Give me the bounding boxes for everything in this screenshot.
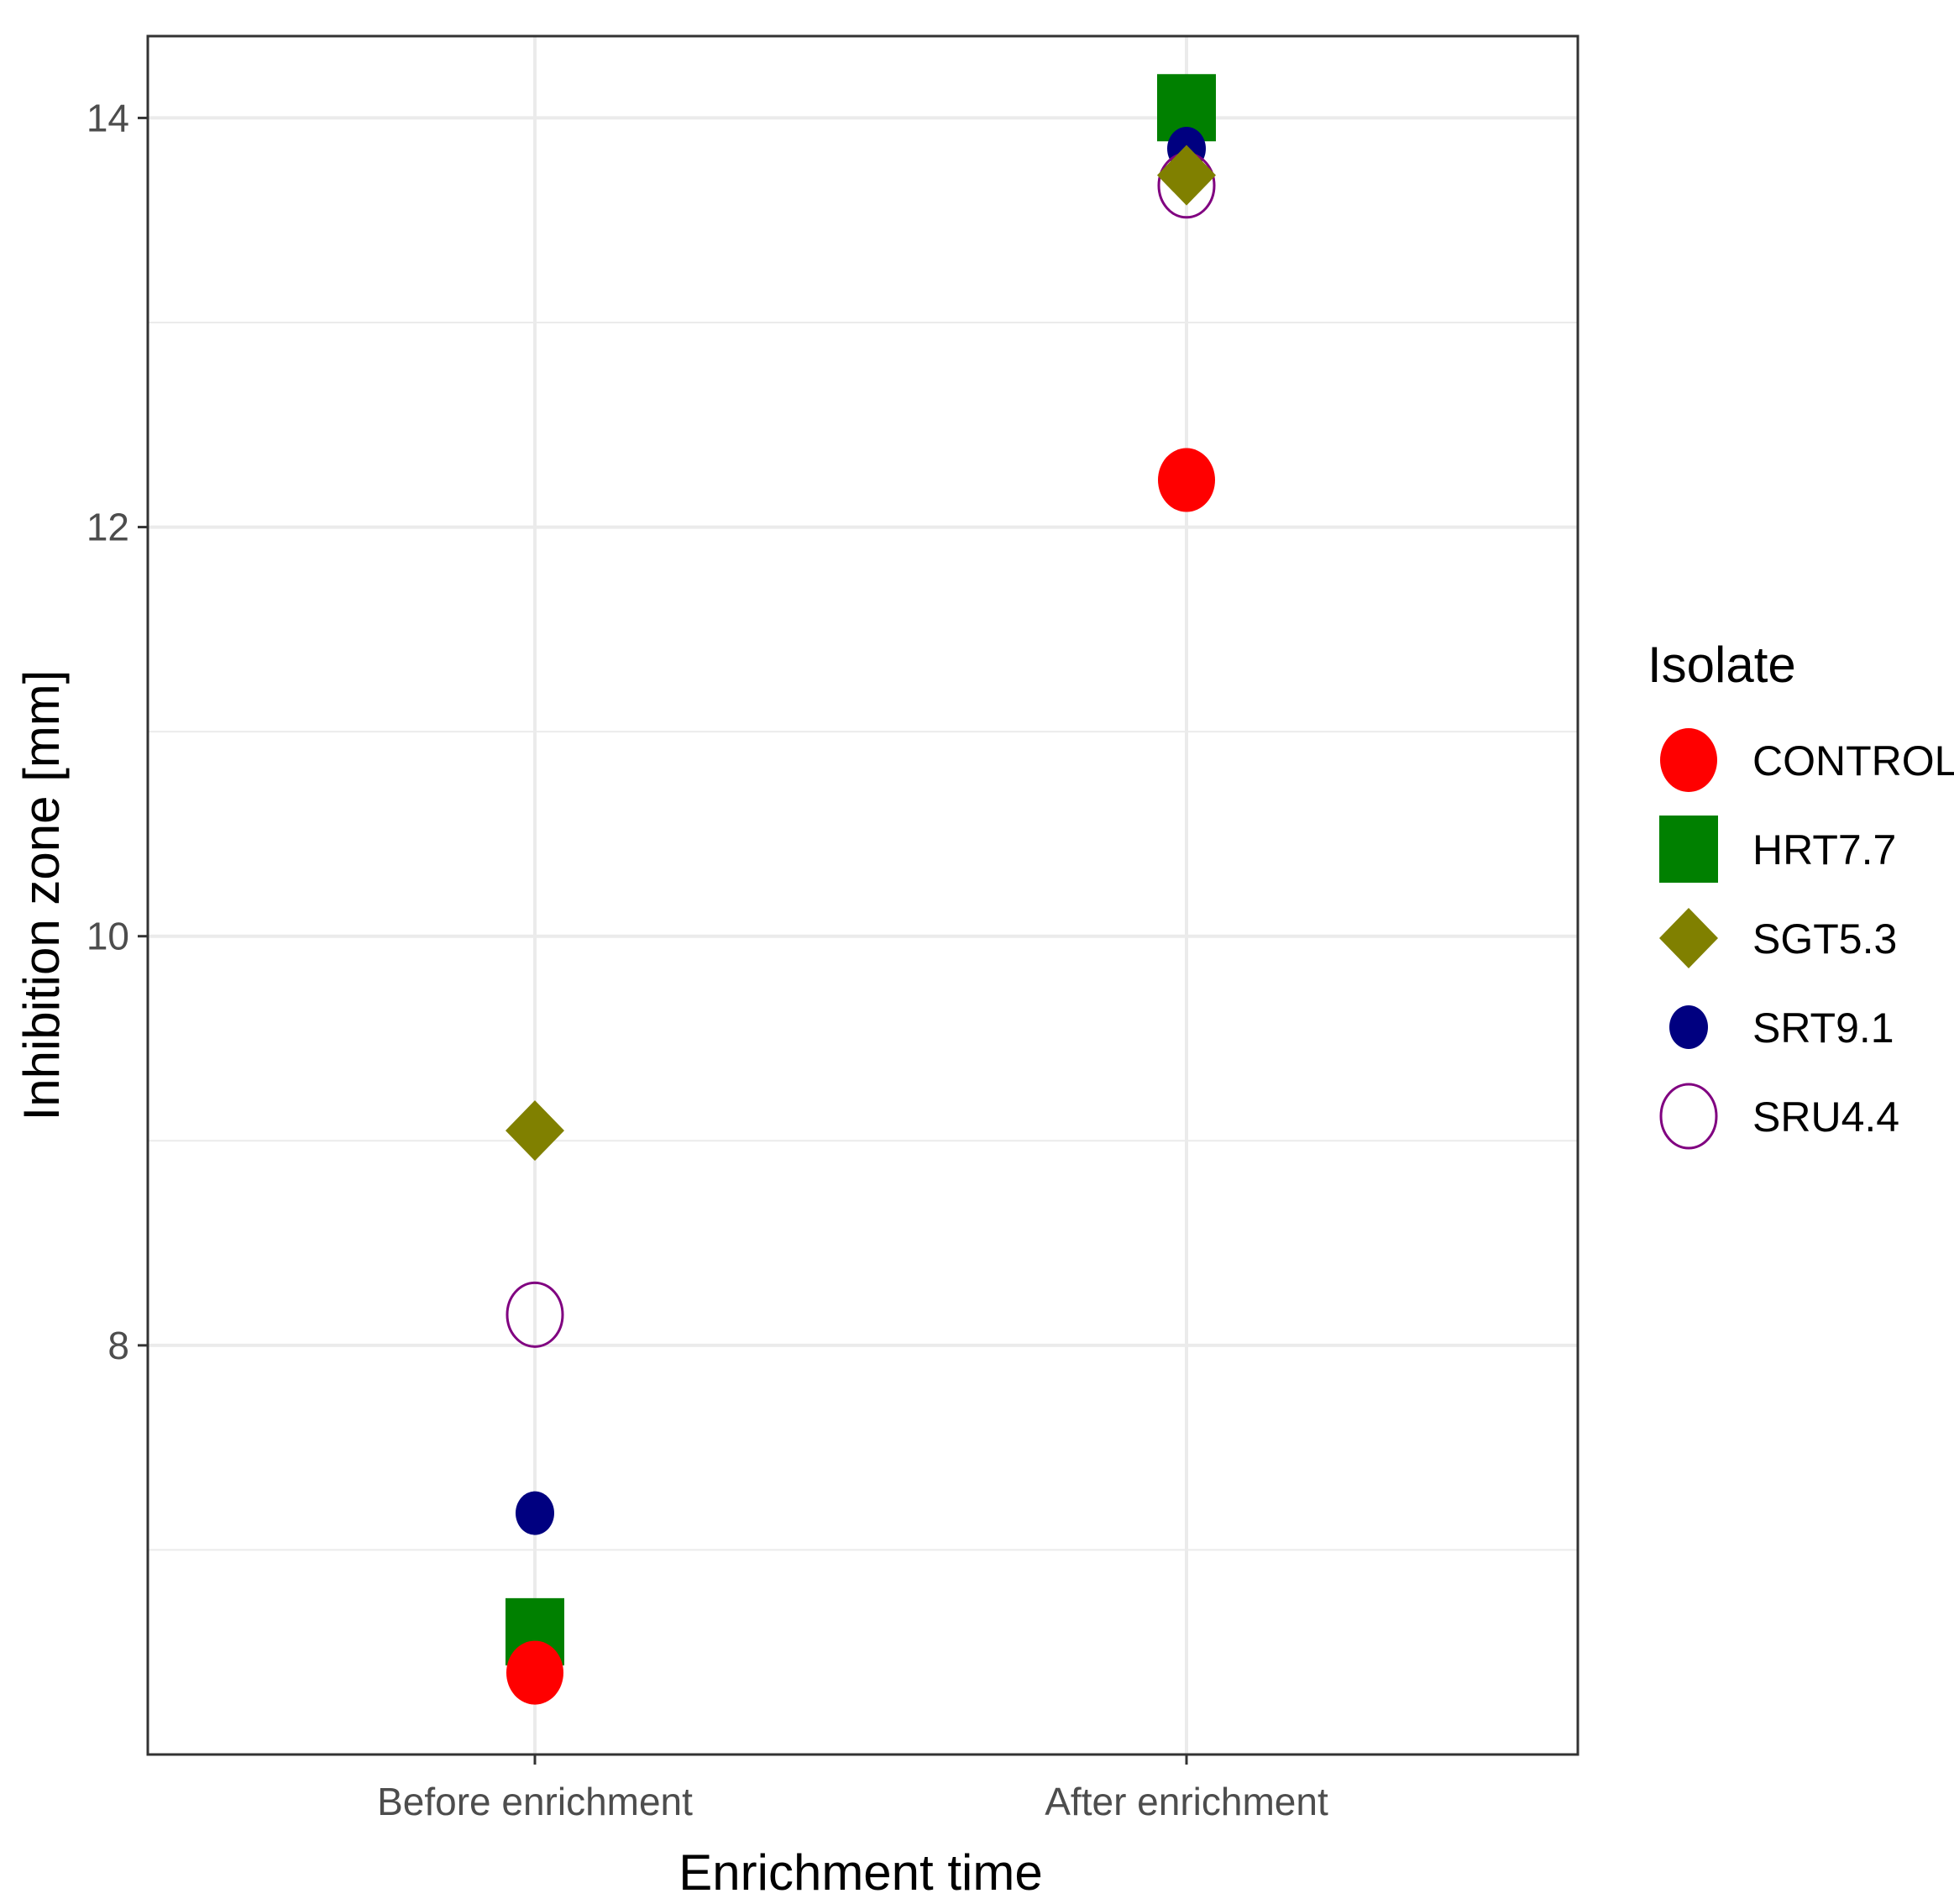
y-tick-label: 14 xyxy=(86,96,129,139)
legend-key-sgt5-3 xyxy=(1659,908,1718,968)
legend-label-hrt7-7: HRT7.7 xyxy=(1752,826,1896,873)
legend-key-hrt7-7 xyxy=(1659,816,1718,883)
y-tick-label: 8 xyxy=(107,1324,129,1367)
x-axis-title: Enrichment time xyxy=(678,1844,1042,1901)
grid-lines xyxy=(148,36,1578,1755)
y-tick-label: 10 xyxy=(86,915,129,958)
panel-border xyxy=(146,34,1579,1756)
point-sru4-4-before xyxy=(506,1281,564,1348)
legend-label-sgt5-3: SGT5.3 xyxy=(1752,915,1897,962)
data-points xyxy=(506,74,1216,1705)
legend-title: Isolate xyxy=(1648,637,1796,693)
x-tick-label: Before enrichment xyxy=(377,1780,693,1823)
y-axis-title: Inhibition zone [mm] xyxy=(13,670,70,1121)
legend-label-srt9-1: SRT9.1 xyxy=(1752,1004,1894,1052)
legend-key-srt9-1 xyxy=(1669,1005,1708,1049)
legend: Isolate CONTROL HRT7.7 SGT5.3 SRT9.1 SRU4.4 xyxy=(1648,637,1954,1150)
axes: 8 10 12 14 Before enrichment After enrichment xyxy=(86,96,1328,1823)
legend-label-sru4-4: SRU4.4 xyxy=(1752,1094,1899,1141)
legend-key-control xyxy=(1660,728,1717,792)
point-control-before xyxy=(506,1640,563,1705)
point-srt9-1-before xyxy=(516,1491,554,1535)
point-sgt5-3-before xyxy=(506,1100,564,1162)
panel-background xyxy=(148,36,1578,1755)
y-tick-label: 12 xyxy=(86,506,129,549)
point-sgt5-3-after xyxy=(1157,144,1216,206)
point-control-after xyxy=(1158,448,1215,512)
x-tick-label: After enrichment xyxy=(1045,1780,1328,1823)
legend-items: CONTROL HRT7.7 SGT5.3 SRT9.1 SRU4.4 xyxy=(1659,728,1954,1150)
legend-key-sru4-4 xyxy=(1659,1083,1718,1150)
legend-label-control: CONTROL xyxy=(1752,737,1954,784)
